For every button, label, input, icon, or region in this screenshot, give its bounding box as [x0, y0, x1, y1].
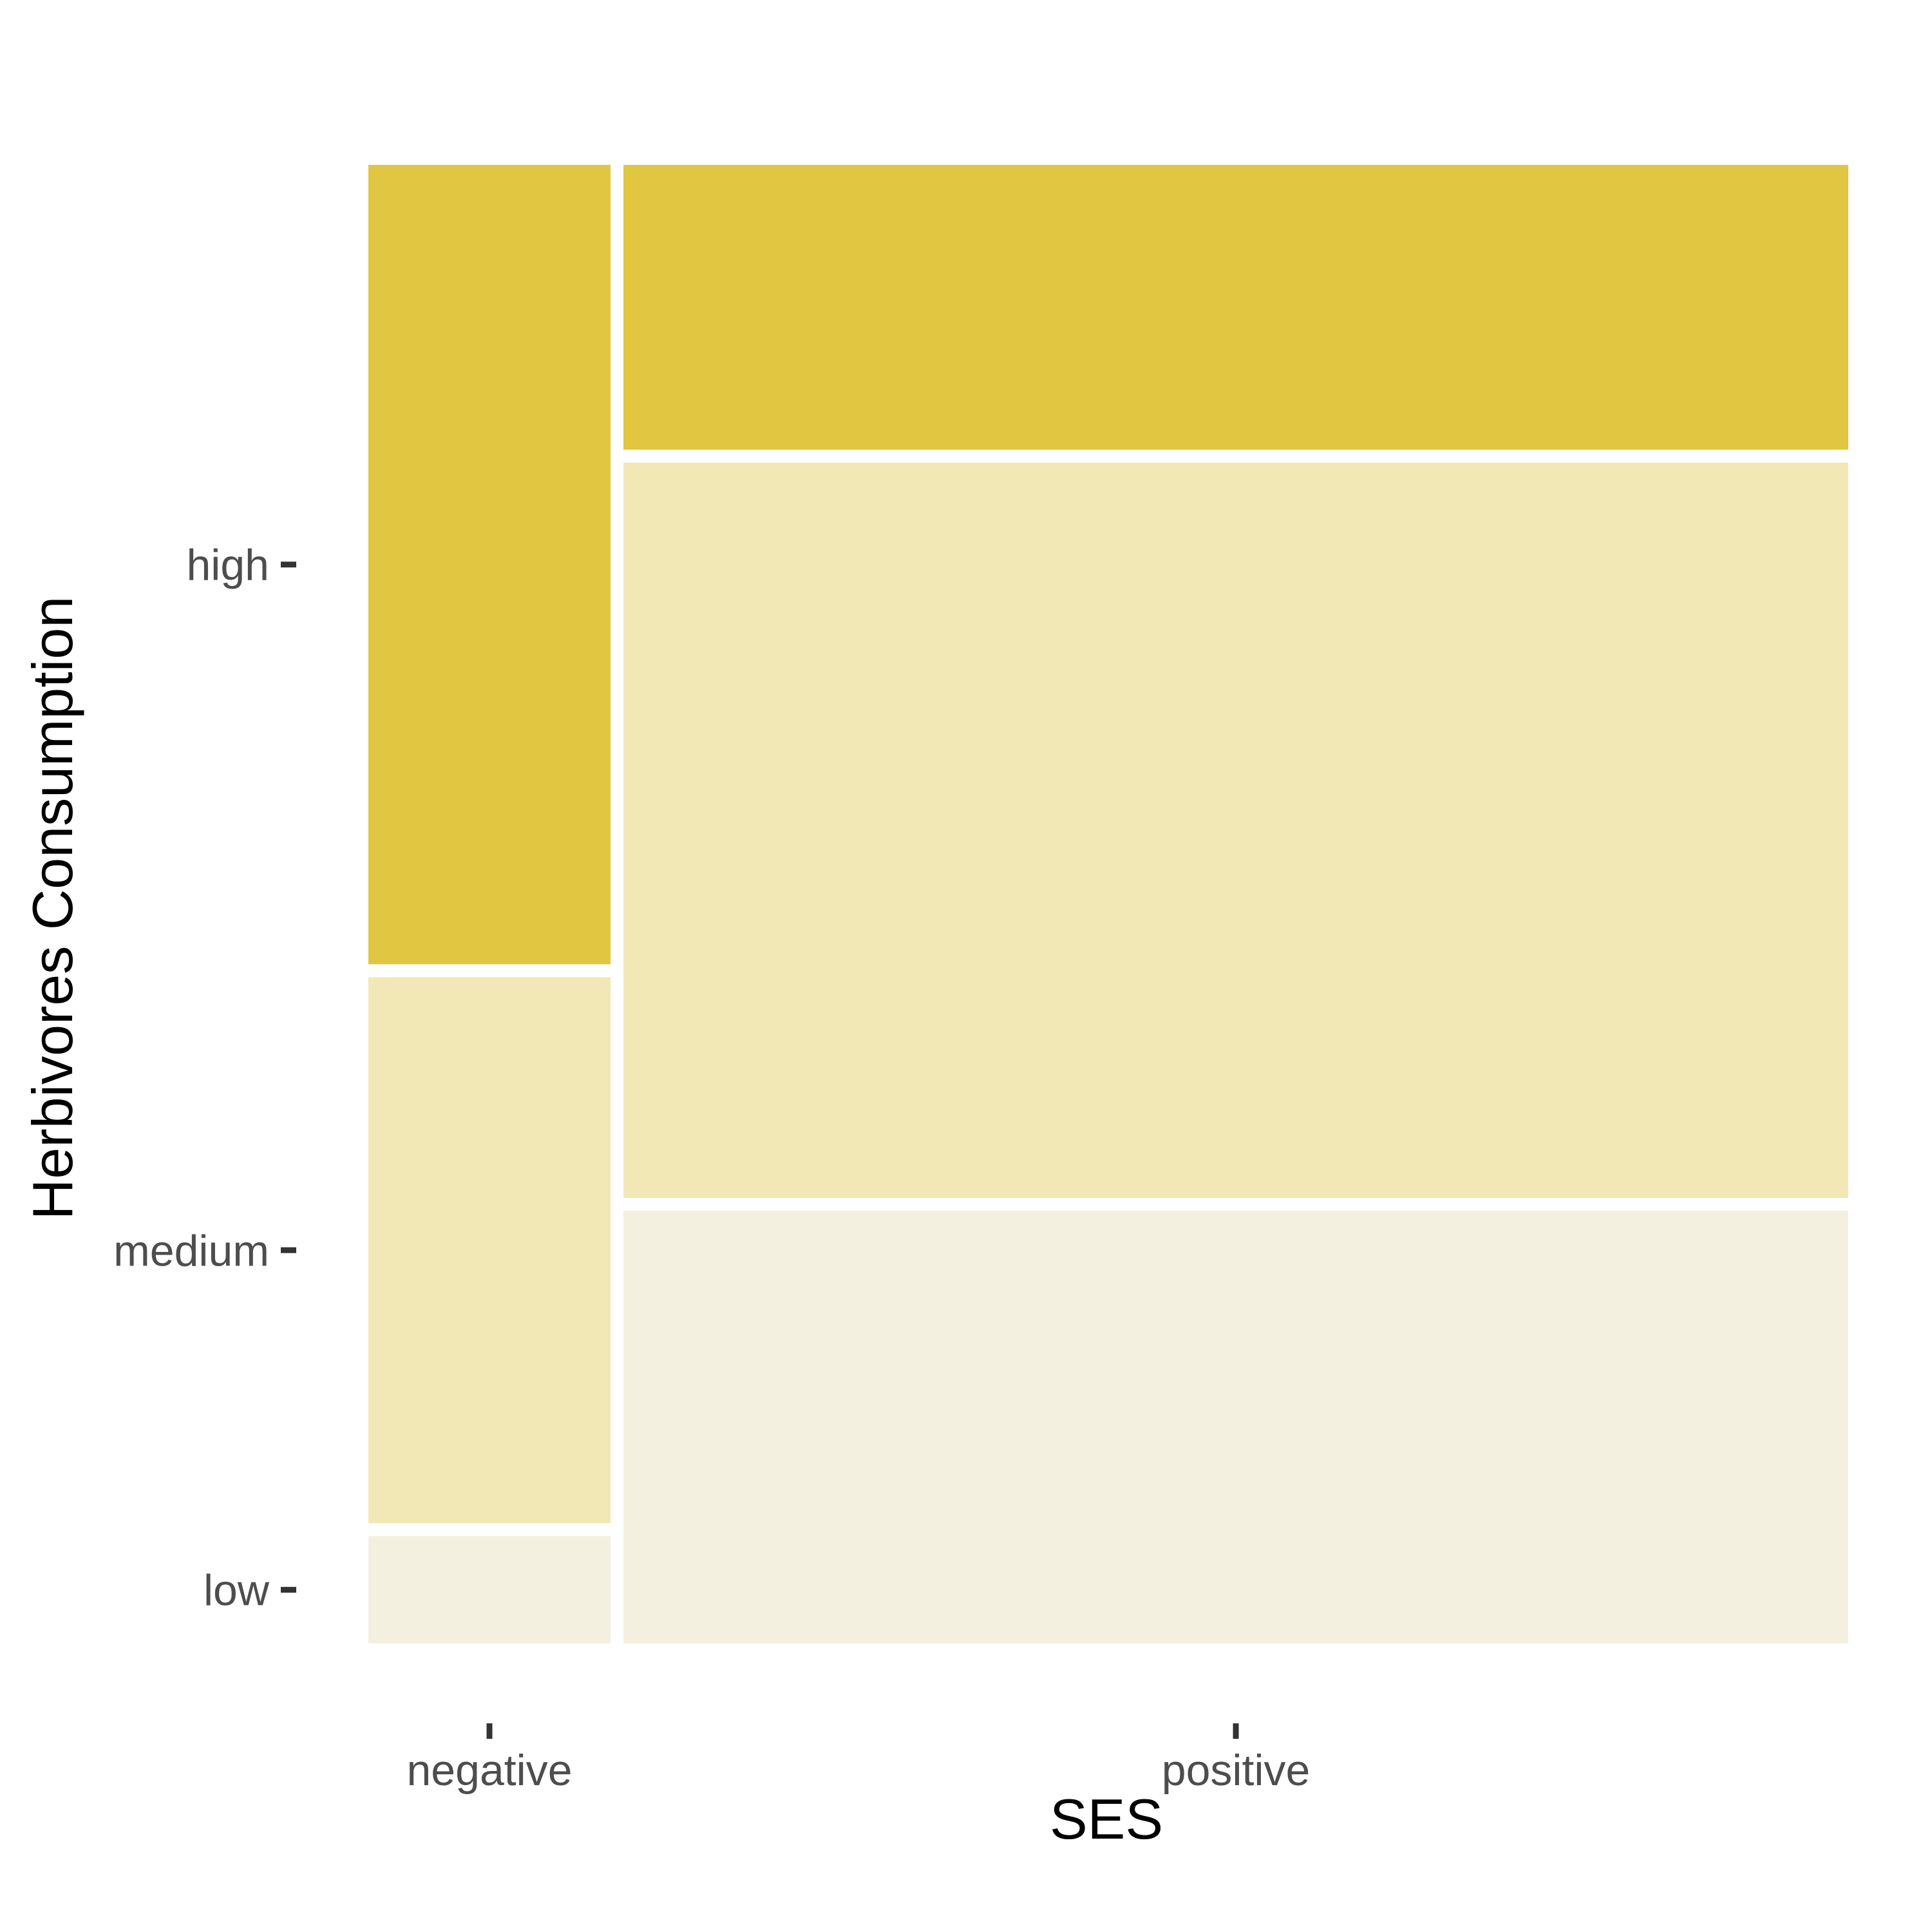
- x-axis-ticks: negative positive: [406, 1723, 1310, 1795]
- y-axis-ticks: low medium high: [113, 541, 296, 1615]
- x-axis-title: SES: [1050, 1787, 1163, 1851]
- tile-positive-high: [623, 165, 1849, 450]
- tile-negative-medium: [368, 977, 611, 1524]
- y-tick-label-medium: medium: [113, 1226, 269, 1275]
- x-tick-label-negative: negative: [406, 1746, 572, 1795]
- x-tick-label-positive: positive: [1162, 1746, 1311, 1795]
- tile-negative-low: [368, 1536, 611, 1643]
- tile-negative-high: [368, 165, 611, 965]
- y-tick-label-high: high: [186, 541, 269, 590]
- mosaic-tiles: [368, 165, 1849, 1643]
- tile-positive-low: [623, 1211, 1849, 1643]
- y-tick-label-low: low: [204, 1566, 270, 1615]
- y-axis-title: Herbivores Consumption: [21, 596, 84, 1220]
- tile-positive-medium: [623, 462, 1849, 1198]
